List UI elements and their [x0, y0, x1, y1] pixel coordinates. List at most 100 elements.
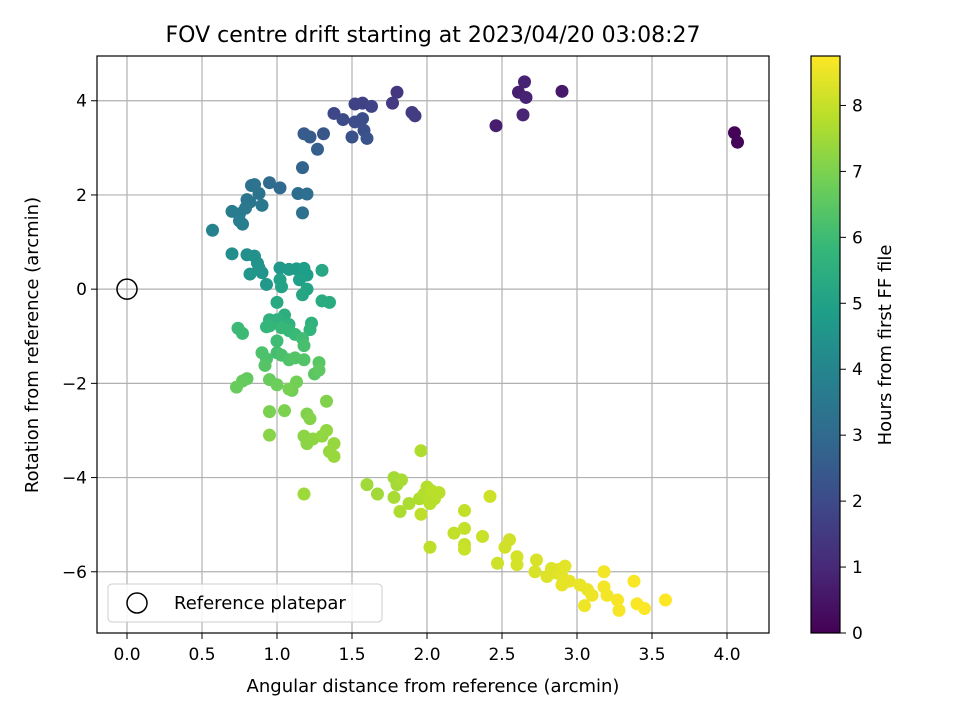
data-point: [320, 423, 333, 437]
data-point: [296, 206, 309, 220]
x-tick-label: 2.0: [413, 645, 440, 665]
x-tick-label: 1.0: [263, 645, 290, 665]
data-point: [303, 412, 317, 426]
data-point: [336, 113, 350, 127]
grid-lines: [97, 56, 769, 633]
x-tick-label: 3.0: [563, 645, 590, 665]
data-point: [387, 490, 401, 504]
data-point: [414, 507, 428, 521]
y-tick-label: −2: [62, 374, 87, 394]
data-point: [296, 161, 309, 175]
data-point: [255, 266, 269, 280]
colorbar-tick-label: 4: [852, 360, 863, 380]
y-tick-label: 4: [76, 92, 87, 112]
data-point: [386, 96, 399, 110]
data-point: [278, 404, 291, 418]
colorbar-tick-label: 1: [852, 558, 863, 578]
y-tick-label: −6: [62, 563, 87, 583]
data-point: [516, 108, 530, 122]
data-point: [296, 288, 309, 302]
colorbar-tick-label: 2: [852, 492, 863, 512]
data-point: [282, 382, 296, 396]
data-point: [611, 593, 624, 607]
data-point: [320, 394, 333, 408]
y-tick-label: 2: [76, 186, 87, 206]
data-point: [275, 280, 288, 294]
data-point: [231, 321, 245, 335]
data-point: [395, 473, 408, 487]
data-point: [530, 553, 543, 567]
data-point: [558, 559, 572, 573]
data-point: [638, 602, 651, 616]
data-point: [659, 593, 672, 607]
data-point: [315, 263, 329, 277]
data-point: [402, 496, 416, 510]
data-point: [263, 176, 276, 190]
x-tick-label: 0.5: [188, 645, 215, 665]
data-point: [423, 540, 437, 554]
data-point: [270, 378, 284, 392]
data-point: [206, 223, 219, 237]
data-point: [476, 529, 489, 543]
data-point: [303, 323, 317, 337]
data-point: [356, 112, 369, 126]
legend-box: [107, 583, 383, 623]
colorbar-tick-label: 6: [852, 228, 863, 248]
colorbar-label: Hours from first FF file: [875, 245, 896, 446]
data-point: [327, 449, 341, 463]
data-point: [297, 487, 311, 501]
x-tick-label: 1.5: [338, 645, 365, 665]
data-point: [578, 599, 591, 613]
data-points: [206, 75, 744, 617]
data-point: [252, 187, 266, 201]
colorbar-tick-label: 3: [852, 426, 863, 446]
data-point: [258, 358, 272, 372]
data-point: [518, 75, 531, 89]
data-point: [293, 273, 306, 287]
data-point: [597, 565, 611, 579]
y-axis-label: Rotation from reference (arcmin): [22, 197, 43, 493]
x-axis-ticks: 0.0 0.5 1.0 1.5 2.0 2.5 3.0 3.5 4.0: [113, 633, 741, 665]
data-point: [528, 565, 542, 579]
data-point: [503, 533, 516, 547]
x-tick-label: 0.0: [113, 645, 140, 665]
colorbar-tick-label: 5: [852, 294, 863, 314]
colorbar-tick-label: 0: [852, 624, 863, 644]
y-tick-label: 0: [76, 280, 87, 300]
data-point: [483, 489, 497, 503]
data-point: [230, 380, 243, 394]
colorbar-ticks: 0 1 2 3 4 5 6 7 8: [840, 96, 863, 644]
data-point: [600, 588, 614, 602]
data-point: [323, 295, 336, 309]
data-point: [236, 217, 249, 231]
data-point: [225, 247, 239, 261]
data-point: [300, 187, 314, 201]
data-point: [365, 99, 378, 113]
colorbar: [810, 55, 841, 634]
data-point: [263, 405, 276, 419]
data-point: [345, 130, 359, 144]
plot-frame: [96, 55, 770, 634]
data-point: [432, 486, 446, 500]
data-point: [491, 556, 504, 570]
data-point: [458, 542, 471, 556]
data-point: [390, 85, 404, 99]
data-point: [731, 135, 744, 149]
data-point: [225, 204, 239, 218]
chart-title: FOV centre drift starting at 2023/04/20 …: [166, 23, 701, 48]
data-point: [360, 131, 374, 145]
x-tick-label: 3.5: [638, 645, 665, 665]
reference-point-marker: [116, 278, 138, 300]
data-point: [447, 526, 461, 540]
legend-marker: [126, 592, 148, 614]
data-point: [270, 295, 284, 309]
data-point: [260, 277, 273, 291]
x-axis-label: Angular distance from reference (arcmin): [247, 676, 620, 697]
data-point: [458, 521, 471, 535]
data-point: [612, 603, 626, 617]
data-point: [519, 90, 533, 104]
data-point: [255, 198, 269, 212]
data-point: [243, 267, 257, 281]
data-point: [317, 127, 330, 141]
